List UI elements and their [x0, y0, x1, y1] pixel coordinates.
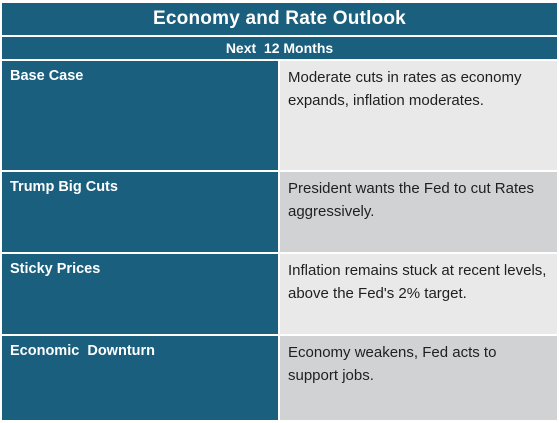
scenario-description-trump-big-cuts: President wants the Fed to cut Rates agg… [280, 172, 557, 252]
table-title: Economy and Rate Outlook [2, 3, 557, 35]
scenario-description-base-case: Moderate cuts in rates as economy expand… [280, 61, 557, 170]
scenario-label-economic-downturn: Economic Downturn [2, 336, 278, 420]
scenario-label-sticky-prices: Sticky Prices [2, 254, 278, 334]
scenario-description-sticky-prices: Inflation remains stuck at recent levels… [280, 254, 557, 334]
scenario-label-base-case: Base Case [2, 61, 278, 170]
outlook-table: Economy and Rate Outlook Next 12 Months … [2, 3, 557, 420]
scenario-label-trump-big-cuts: Trump Big Cuts [2, 172, 278, 252]
scenario-description-economic-downturn: Economy weakens, Fed acts to support job… [280, 336, 557, 420]
table-subtitle: Next 12 Months [2, 37, 557, 59]
